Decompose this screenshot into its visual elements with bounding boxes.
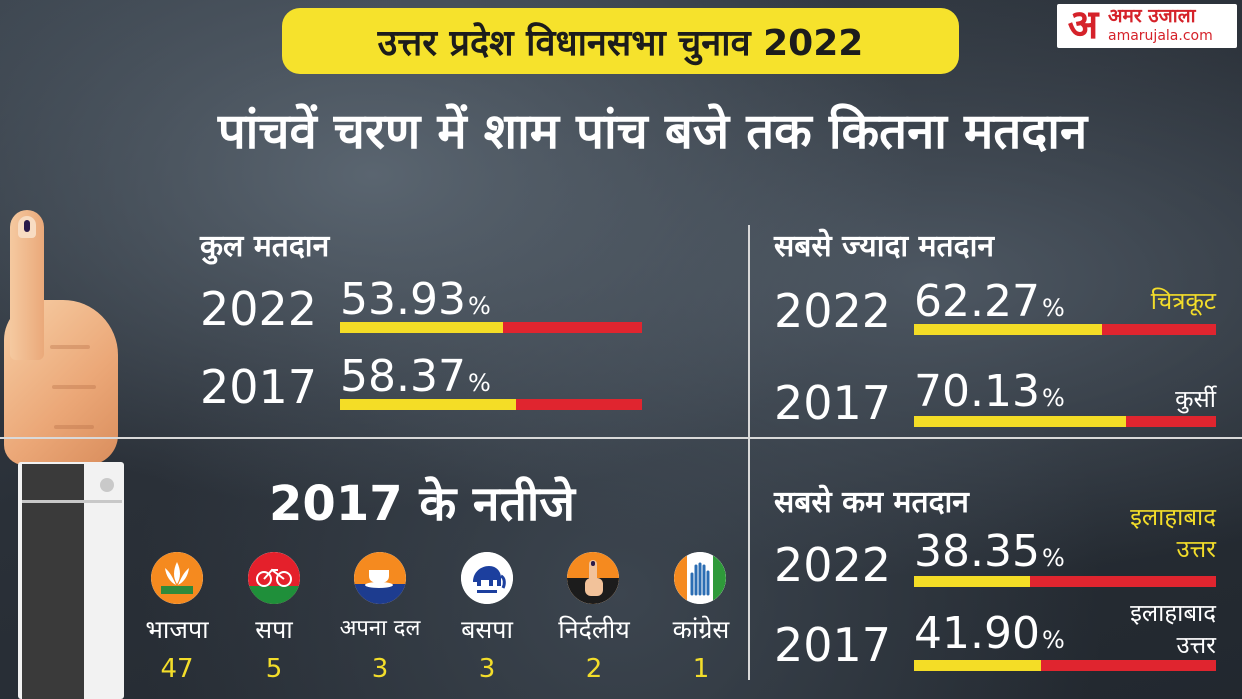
voting-finger-icon <box>567 552 619 604</box>
total-2017-value: 58.37% <box>340 351 491 402</box>
party-name-congress: कांग्रेस <box>672 615 730 644</box>
lowest-2017-value: 41.90% <box>914 608 1065 659</box>
total-2017-year: 2017 <box>200 360 318 414</box>
total-2022-bar-fill <box>340 322 503 333</box>
logo-url: amarujala.com <box>1108 28 1213 44</box>
cuff-line <box>22 500 122 503</box>
lowest-2022-bar-fill <box>914 576 1030 587</box>
highest-2017-bar-fill <box>914 416 1126 427</box>
lowest-2022-year: 2022 <box>774 538 892 592</box>
party-name-bjp: भाजपा <box>145 615 209 644</box>
highest-2017-value: 70.13% <box>914 366 1065 417</box>
logo-background <box>1057 4 1237 48</box>
lowest-2022-bar <box>914 576 1216 587</box>
header-banner: उत्तर प्रदेश विधानसभा चुनाव 2022 <box>282 8 959 74</box>
party-seats-bsp: 3 <box>478 654 496 684</box>
total-2017-bar-fill <box>340 399 517 410</box>
coat-sleeve <box>22 464 84 699</box>
total-2022-value: 53.93% <box>340 274 491 325</box>
highest-2017-year: 2017 <box>774 376 892 430</box>
highest-turnout-title: सबसे ज्यादा मतदान <box>774 229 994 264</box>
lotus-icon <box>151 552 203 604</box>
total-2022-year: 2022 <box>200 282 318 336</box>
highest-2017-bar <box>914 416 1216 427</box>
lowest-2022-value: 38.35% <box>914 526 1065 577</box>
lowest-2017-bar <box>914 660 1216 671</box>
party-seats-congress: 1 <box>692 654 710 684</box>
party-seats-bjp: 47 <box>160 654 194 684</box>
vertical-divider <box>748 225 750 680</box>
highest-2022-bar <box>914 324 1216 335</box>
main-title: पांचवें चरण में शाम पांच बजे तक कितना मत… <box>217 103 1088 160</box>
voting-ink-mark <box>24 220 30 232</box>
lowest-turnout-title: सबसे कम मतदान <box>774 485 969 520</box>
cup-saucer-icon <box>354 552 406 604</box>
knuckle-line <box>50 345 90 349</box>
highest-2022-place: चित्रकूट <box>1150 287 1216 315</box>
cuff-button <box>100 478 114 492</box>
total-2017-bar <box>340 399 642 410</box>
knuckle-line <box>52 385 96 389</box>
lowest-2017-year: 2017 <box>774 618 892 672</box>
logo-mark: अ <box>1067 2 1099 48</box>
lowest-2022-place-line2: उत्तर <box>1176 535 1216 563</box>
party-seats-independent: 2 <box>585 654 603 684</box>
party-name-bsp: बसपा <box>461 615 513 644</box>
horizontal-divider <box>0 437 1242 439</box>
banner-title: उत्तर प्रदेश विधानसभा चुनाव 2022 <box>377 22 864 64</box>
party-seats-sp: 5 <box>265 654 283 684</box>
hand-icon <box>674 552 726 604</box>
highest-2022-year: 2022 <box>774 284 892 338</box>
knuckle-line <box>54 425 94 429</box>
party-seats-apna-dal: 3 <box>371 654 389 684</box>
highest-2017-place: कुर्सी <box>1175 385 1216 413</box>
highest-2022-value: 62.27% <box>914 276 1065 327</box>
party-name-apna-dal: अपना दल <box>339 616 421 641</box>
party-name-independent: निर्दलीय <box>558 615 630 644</box>
total-2022-bar <box>340 322 642 333</box>
bicycle-icon <box>248 552 300 604</box>
elephant-icon <box>461 552 513 604</box>
lowest-2017-place-line1: इलाहाबाद <box>1130 599 1216 627</box>
lowest-2017-bar-fill <box>914 660 1041 671</box>
lowest-2022-place-line1: इलाहाबाद <box>1130 503 1216 531</box>
lowest-2017-place-line2: उत्तर <box>1176 631 1216 659</box>
logo-name: अमर उजाला <box>1108 5 1196 27</box>
total-turnout-title: कुल मतदान <box>200 229 330 264</box>
party-name-sp: सपा <box>255 615 293 644</box>
highest-2022-bar-fill <box>914 324 1103 335</box>
results-title: 2017 के नतीजे <box>269 476 575 532</box>
